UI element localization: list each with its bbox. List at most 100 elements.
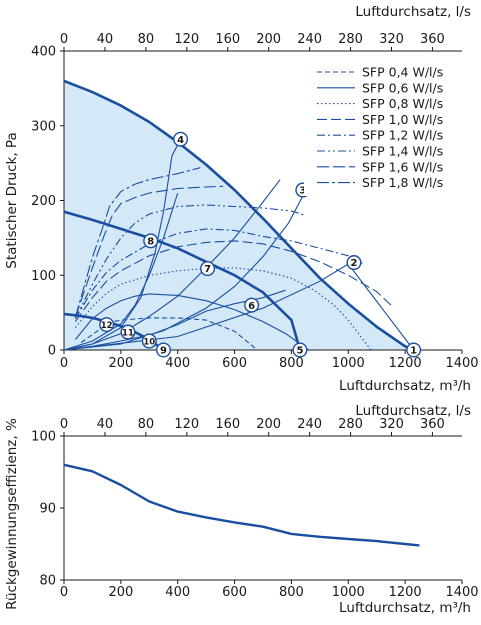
operating-point-marker (200, 261, 216, 277)
operating-point-marker (292, 342, 308, 358)
marker-label: 12 (101, 321, 113, 331)
sfp-series-line-8 (74, 167, 201, 318)
marker-label: 7 (204, 264, 211, 275)
bottom-x-tick-label: 800 (279, 585, 304, 600)
bottom-x2-tick-label: 0 (60, 417, 68, 432)
operating-point-marker (173, 131, 189, 147)
bottom-x-tick-label: 1400 (445, 585, 478, 600)
sfp-series-line-4 (74, 240, 392, 322)
bottom-x2-tick-label: 360 (420, 417, 445, 432)
y-axis-title: Statischer Druck, Pa (4, 132, 20, 268)
x-tick-label: 1400 (445, 356, 478, 371)
bottom-x2-tick-label: 280 (338, 417, 363, 432)
marker-label: 10 (143, 338, 155, 348)
operating-point-marker (244, 297, 260, 313)
legend-entry: SFP 0,8 W/l/s (362, 96, 443, 111)
operating-point-marker (406, 342, 422, 358)
y-tick-label: 200 (31, 194, 56, 209)
legend-entry: SFP 0,4 W/l/s (362, 65, 443, 80)
x2-tick-label: 280 (338, 32, 363, 47)
legend-entry: SFP 1,8 W/l/s (362, 175, 443, 190)
bottom-x2-tick-label: 320 (379, 417, 404, 432)
legend-entry: SFP 0,6 W/l/s (362, 80, 443, 95)
marker-label: 4 (177, 135, 184, 146)
sfp-series-line-7 (74, 185, 224, 318)
bottom-x2-tick-label: 240 (297, 417, 322, 432)
x2-tick-label: 200 (256, 32, 281, 47)
legend-entry: SFP 1,4 W/l/s (362, 144, 443, 159)
operating-point-marker (99, 317, 115, 333)
bottom-y-tick-label: 90 (39, 502, 56, 517)
operating-point-marker (143, 233, 159, 249)
x-axis-title: Luftdurchsatz, m³/h (339, 378, 471, 394)
x-tick-label: 600 (222, 356, 247, 371)
system-curve-5 (63, 179, 281, 351)
operating-point-marker (120, 324, 136, 340)
y-tick-label: 300 (31, 119, 56, 134)
operating-area-fill (64, 80, 414, 351)
bottom-x2-tick-label: 120 (174, 417, 199, 432)
bottom-x2-tick-label: 200 (256, 417, 281, 432)
x2-tick-label: 0 (60, 32, 68, 47)
fan-curve-1 (63, 79, 415, 352)
operating-area (64, 80, 414, 351)
marker-label: 3 (299, 186, 306, 197)
marker-label: 1 (410, 346, 417, 357)
x-tick-label: 800 (279, 356, 304, 371)
operating-point-marker (141, 333, 157, 349)
system-curves-group (63, 138, 415, 351)
marker-label: 6 (248, 301, 255, 312)
system-curve-6 (63, 192, 179, 351)
x2-tick-label: 320 (379, 32, 404, 47)
sfp-series-line-5 (74, 228, 363, 319)
legend-box (304, 60, 454, 196)
x-tick-label: 200 (108, 356, 133, 371)
legend-entry: SFP 1,2 W/l/s (362, 128, 443, 143)
marker-label: 11 (122, 329, 134, 339)
bottom-chart-axes: 0 200 400 600 800 1000 1200 1400 0 40 80 120 160 200 2… (4, 403, 479, 616)
bottom-y-tick-label: 100 (31, 430, 56, 445)
x-tick-label: 0 (60, 356, 68, 371)
x2-tick-label: 40 (97, 32, 114, 47)
bottom-x2-tick-label: 160 (215, 417, 240, 432)
y-tick-label: 100 (31, 269, 56, 284)
legend-entry: SFP 1,6 W/l/s (362, 159, 443, 174)
marker-label: 2 (350, 258, 357, 269)
system-curve-1 (63, 263, 415, 351)
x-tick-label: 400 (165, 356, 190, 371)
bottom-x-tick-label: 0 (60, 585, 68, 600)
bottom-x-axis-title: Luftdurchsatz, m³/h (339, 600, 471, 616)
operating-point-marker (155, 342, 171, 358)
marker-label: 9 (160, 346, 167, 357)
marker-label: 5 (296, 346, 303, 357)
x2-tick-label: 120 (174, 32, 199, 47)
operating-point-marker (346, 255, 362, 271)
bottom-y-tick-label: 80 (39, 574, 56, 589)
bottom-x-tick-label: 1200 (389, 585, 422, 600)
x2-tick-label: 80 (138, 32, 155, 47)
bottom-x2-axis-title: Luftdurchsatz, l/s (355, 403, 471, 419)
fan-curve-2 (63, 210, 302, 351)
x-tick-label: 1000 (332, 356, 365, 371)
bottom-x-tick-label: 1000 (332, 585, 365, 600)
bottom-x2-tick-label: 40 (97, 417, 114, 432)
y-tick-label: 0 (48, 344, 56, 359)
bottom-x-tick-label: 600 (222, 585, 247, 600)
system-curve-2 (63, 190, 307, 351)
sfp-series-line-2 (74, 293, 309, 351)
x-tick-label: 1200 (389, 356, 422, 371)
y-tick-label: 400 (31, 45, 56, 60)
efficiency-series-group (63, 463, 420, 547)
marker-label: 8 (147, 236, 154, 247)
x2-tick-label: 360 (420, 32, 445, 47)
bottom-y-axis-title: Rückgewinnungseffizienz, % (4, 418, 20, 610)
x2-tick-label: 240 (297, 32, 322, 47)
system-curve-3 (63, 138, 182, 351)
x2-tick-label: 160 (215, 32, 240, 47)
bottom-x2-tick-label: 80 (138, 417, 155, 432)
bottom-x-tick-label: 200 (108, 585, 133, 600)
